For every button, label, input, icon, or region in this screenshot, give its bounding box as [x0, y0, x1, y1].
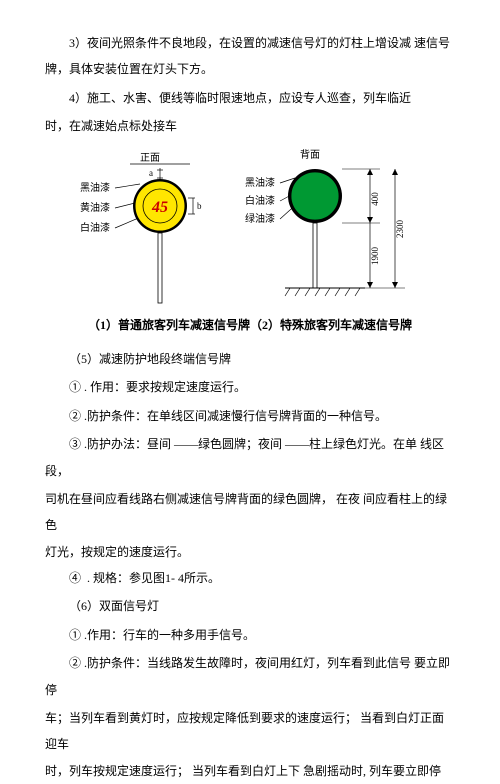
item-6-2c: 时，列车按规定速度运行； 当列车看到白灯上下 急剧摇动时, 列车要立即停 — [45, 758, 455, 784]
item-5-1: ① . 作用：要求按规定速度运行。 — [45, 374, 455, 400]
item-5-2: ② .防护条件：在单线区间减速慢行信号牌背面的一种信号。 — [45, 403, 455, 429]
item-5-3b: 司机在昼间应看线路右侧减速信号牌背面的绿色圆牌， 在夜 间应看柱上的绿色 — [45, 486, 455, 539]
item-6-2a: ② .防护条件：当线路发生故障时，夜间用红灯，列车看到此信号 要立即停 — [45, 650, 455, 703]
diagram-caption: （1）普通旅客列车减速信号牌（2）特殊旅客列车减速信号牌 — [45, 312, 455, 338]
paragraph-4b: 时，在减速始点标处接车 — [45, 113, 455, 139]
back-sign-svg: 背面 黑油漆 白油漆 绿油漆 400 1900 — [245, 146, 425, 306]
section-6-title: （6）双面信号灯 — [45, 593, 455, 619]
item-5-4: ④ . 规格：参见图1- 4所示。 — [45, 565, 455, 591]
front-sign-svg: 黑油漆 黄油漆 白油漆 正面 a 45 b — [75, 146, 225, 306]
black-paint-label-2: 黑油漆 — [245, 176, 275, 189]
dim-400: 400 — [370, 191, 380, 205]
dim-b: b — [197, 201, 202, 211]
item-5-3c: 灯光，按规定的速度运行。 — [45, 539, 455, 565]
item-6-1: ① .作用：行车的一种多用手信号。 — [45, 622, 455, 648]
back-pole — [313, 223, 317, 288]
section-5-title: （5）减速防护地段终端信号牌 — [45, 346, 455, 372]
green-paint-label: 绿油漆 — [245, 212, 275, 225]
back-green-disc — [291, 172, 339, 220]
item-5-3a: ③ .防护办法：昼间 ——绿色圆牌；夜间 ——柱上绿色灯光。在单 线区段， — [45, 431, 455, 484]
paragraph-3: 3）夜间光照条件不良地段，在设置的减速信号灯的灯柱上增设减 速信号牌，具体安装位… — [45, 30, 455, 83]
item-6-2b: 车；当列车看到黄灯时，应按规定降低到要求的速度运行； 当看到白灯正面迎车 — [45, 705, 455, 758]
sign-diagram: 黑油漆 黄油漆 白油漆 正面 a 45 b 背面 黑油漆 白油漆 绿油漆 — [45, 146, 455, 306]
paragraph-4a: 4）施工、水害、便线等临时限速地点，应设专人巡查，列车临近 — [45, 85, 455, 111]
dim-a: a — [149, 168, 153, 178]
black-paint-label: 黑油漆 — [80, 181, 110, 194]
sign-number: 45 — [151, 199, 168, 216]
dim-1900: 1900 — [370, 246, 380, 265]
dim-2300: 2300 — [395, 219, 405, 238]
front-pole — [158, 233, 162, 303]
white-paint-label: 白油漆 — [80, 221, 110, 234]
front-label: 正面 — [140, 153, 160, 164]
white-paint-label-2: 白油漆 — [245, 194, 275, 207]
back-label: 背面 — [300, 148, 320, 161]
yellow-paint-label: 黄油漆 — [80, 201, 110, 214]
